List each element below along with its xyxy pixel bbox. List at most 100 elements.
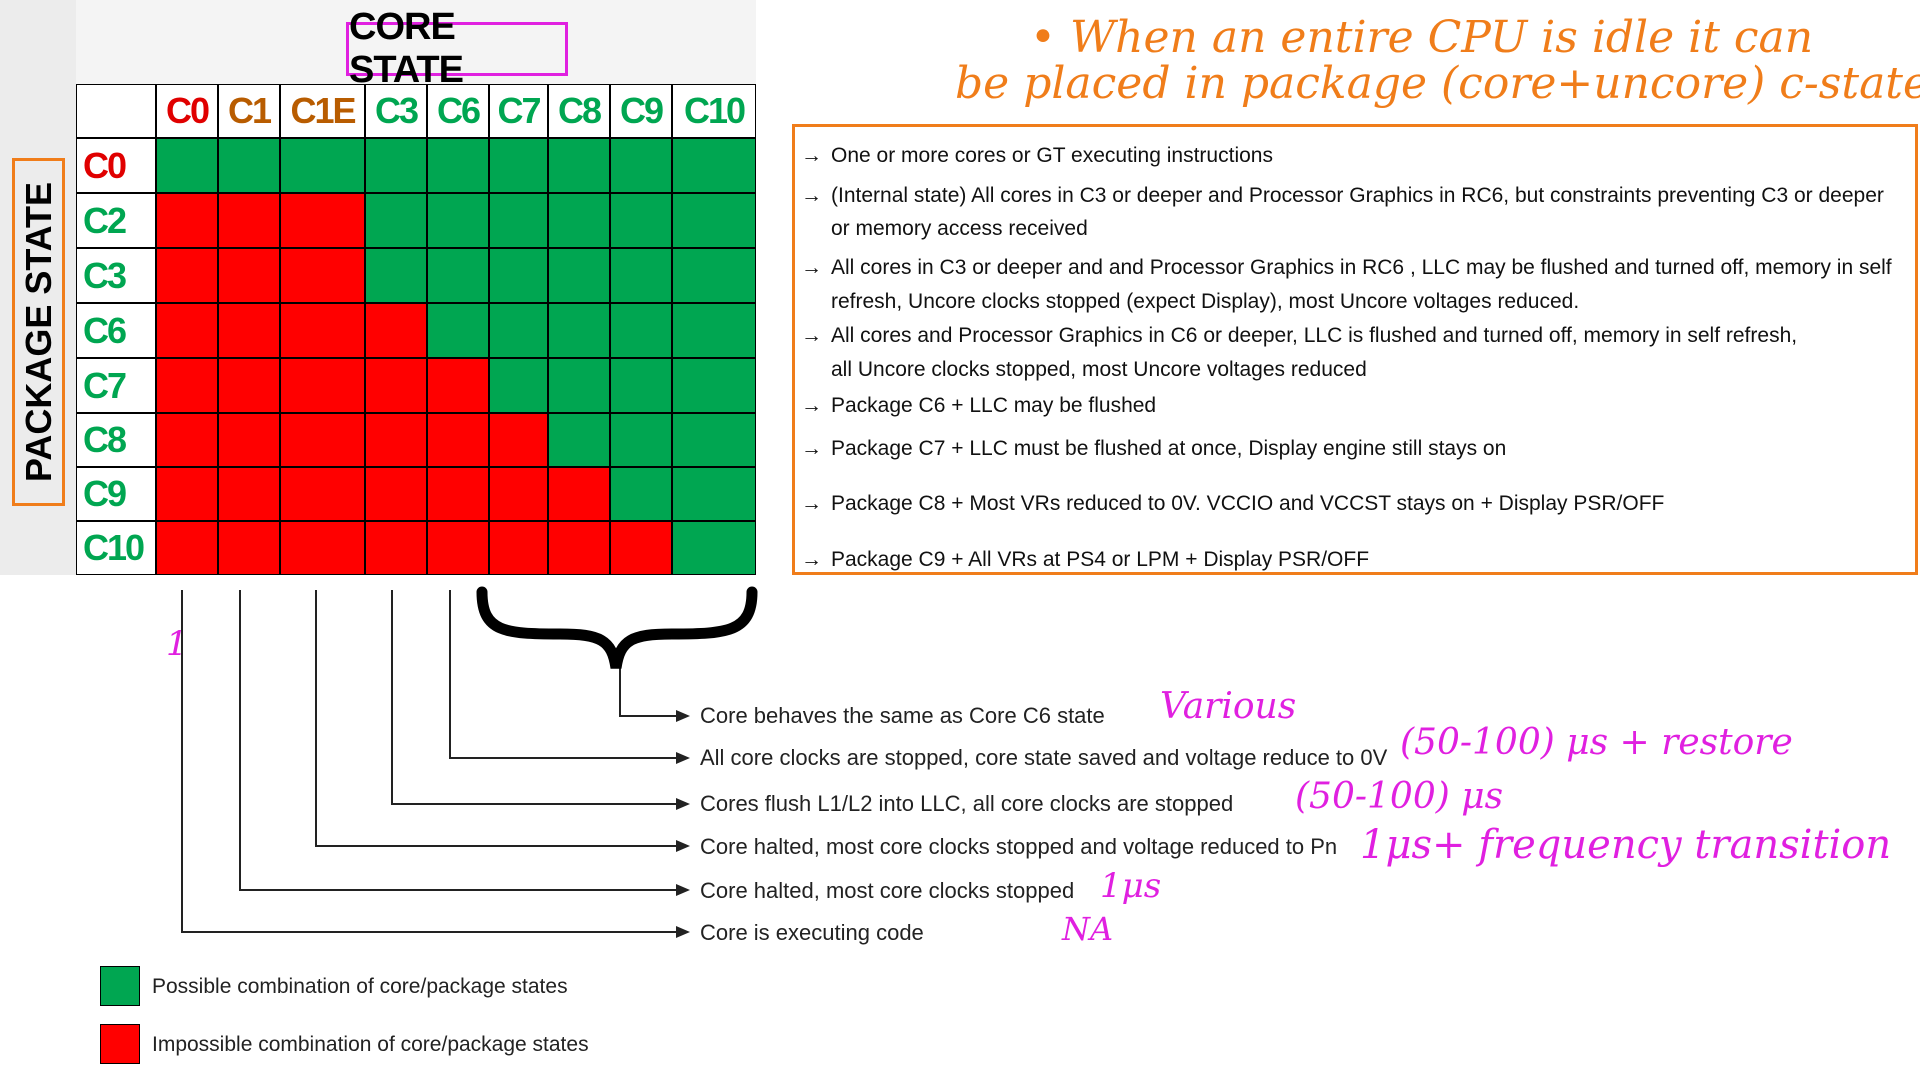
desc-item: → Package C8 + Most VRs reduced to 0V. VC… (801, 487, 1664, 521)
matrix-cell-possible (610, 303, 672, 358)
package-state-header-c2: C2 (76, 193, 156, 248)
matrix-cell-possible (365, 248, 427, 303)
core-state-header-c6: C6 (427, 84, 489, 138)
handwritten-note-line-1: • When an entire CPU is idle it can (1030, 12, 1814, 63)
matrix-cell-impossible (156, 248, 218, 303)
matrix-cell-possible (365, 138, 427, 193)
desc-item-cont: or memory access received (831, 217, 1088, 240)
matrix-cell-possible (610, 413, 672, 467)
package-state-header-c0: C0 (76, 138, 156, 193)
package-state-header-c7: C7 (76, 358, 156, 413)
matrix-cell-impossible (280, 467, 365, 521)
desc-item: → Package C9 + All VRs at PS4 or LPM + Di… (801, 543, 1369, 572)
matrix-cell-possible (365, 193, 427, 248)
matrix-cell-possible (672, 467, 756, 521)
core-state-header-c0: C0 (156, 84, 218, 138)
matrix-cell-impossible (280, 358, 365, 413)
handwritten-c3-latency: (50-100) μs (1295, 776, 1504, 817)
matrix-cell-possible (427, 138, 489, 193)
handwritten-note-line-2: be placed in package (core+uncore) c-sta… (955, 58, 1920, 109)
matrix-cell-possible (610, 248, 672, 303)
table-header-background (76, 0, 756, 84)
matrix-cell-impossible (427, 413, 489, 467)
package-state-header-c9: C9 (76, 467, 156, 521)
matrix-cell-possible (156, 138, 218, 193)
matrix-cell-impossible (280, 248, 365, 303)
matrix-cell-possible (610, 193, 672, 248)
core-state-header-c1: C1 (218, 84, 280, 138)
matrix-cell-impossible (489, 413, 548, 467)
legend-impossible-swatch (100, 1024, 140, 1064)
matrix-cell-impossible (156, 413, 218, 467)
matrix-cell-possible (489, 138, 548, 193)
desc-item: → (Internal state) All cores in C3 or dee… (801, 179, 1884, 213)
handwritten-mark: 1 (166, 624, 188, 664)
matrix-cell-impossible (218, 303, 280, 358)
matrix-cell-possible (427, 193, 489, 248)
matrix-cell-possible (548, 248, 610, 303)
desc-item: → One or more cores or GT executing instr… (801, 139, 1273, 173)
arrow-right-icon: → (801, 437, 822, 460)
matrix-cell-possible (610, 138, 672, 193)
matrix-cell-impossible (489, 467, 548, 521)
core-note-c6: All core clocks are stopped, core state … (700, 745, 1388, 770)
core-state-header-c9: C9 (610, 84, 672, 138)
legend-possible-label: Possible combination of core/package sta… (152, 975, 568, 998)
package-state-descriptions: → One or more cores or GT executing instr… (792, 124, 1918, 575)
handwritten-c6-latency: (50-100) μs + restore (1400, 722, 1793, 763)
matrix-cell-impossible (489, 521, 548, 575)
arrow-right-icon: → (801, 394, 822, 417)
core-note-c1e: Core halted, most core clocks stopped an… (700, 834, 1338, 859)
desc-item: → Package C6 + LLC may be flushed (801, 389, 1156, 423)
handwritten-c1e-latency: 1μs+ frequency transition (1360, 822, 1892, 868)
package-state-header-c10: C10 (76, 521, 156, 575)
handwritten-c0-latency: NA (1062, 910, 1114, 948)
package-state-header-c6: C6 (76, 303, 156, 358)
matrix-cell-possible (610, 358, 672, 413)
matrix-cell-impossible (156, 358, 218, 413)
matrix-cell-possible (489, 303, 548, 358)
matrix-cell-possible (548, 413, 610, 467)
matrix-cell-impossible (280, 413, 365, 467)
matrix-cell-possible (489, 358, 548, 413)
matrix-cell-impossible (218, 467, 280, 521)
matrix-cell-impossible (280, 303, 365, 358)
matrix-cell-possible (672, 138, 756, 193)
matrix-cell-impossible (365, 303, 427, 358)
matrix-cell-possible (489, 193, 548, 248)
matrix-cell-possible (672, 303, 756, 358)
core-state-header-c7: C7 (489, 84, 548, 138)
matrix-cell-possible (548, 193, 610, 248)
package-state-title-box: PACKAGE STATE (12, 158, 65, 506)
matrix-cell-impossible (156, 467, 218, 521)
matrix-cell-impossible (548, 521, 610, 575)
arrow-right-icon: → (801, 492, 822, 515)
matrix-cell-impossible (156, 303, 218, 358)
core-state-header-c10: C10 (672, 84, 756, 138)
matrix-cell-impossible (156, 193, 218, 248)
matrix-cell-possible (610, 467, 672, 521)
matrix-cell-impossible (280, 193, 365, 248)
matrix-cell-possible (548, 138, 610, 193)
matrix-cell-impossible (365, 467, 427, 521)
matrix-cell-impossible (427, 521, 489, 575)
arrow-right-icon: → (801, 324, 822, 347)
core-note-c0: Core is executing code (700, 920, 924, 945)
matrix-cell-possible (672, 248, 756, 303)
matrix-cell-impossible (218, 248, 280, 303)
legend-impossible-label: Impossible combination of core/package s… (152, 1033, 589, 1056)
matrix-cell-possible (427, 303, 489, 358)
matrix-cell-impossible (548, 467, 610, 521)
matrix-cell-possible (489, 248, 548, 303)
arrow-right-icon: → (801, 256, 822, 279)
desc-item-cont: refresh, Uncore clocks stopped (expect D… (831, 290, 1580, 313)
matrix-cell-possible (672, 193, 756, 248)
desc-item: → All cores in C3 or deeper and and Proce… (801, 251, 1892, 285)
core-state-header-c1e: C1E (280, 84, 365, 138)
matrix-corner-cell (76, 84, 156, 138)
matrix-cell-possible (218, 138, 280, 193)
matrix-cell-impossible (365, 358, 427, 413)
matrix-cell-possible (672, 521, 756, 575)
handwritten-various: Various (1160, 686, 1297, 727)
